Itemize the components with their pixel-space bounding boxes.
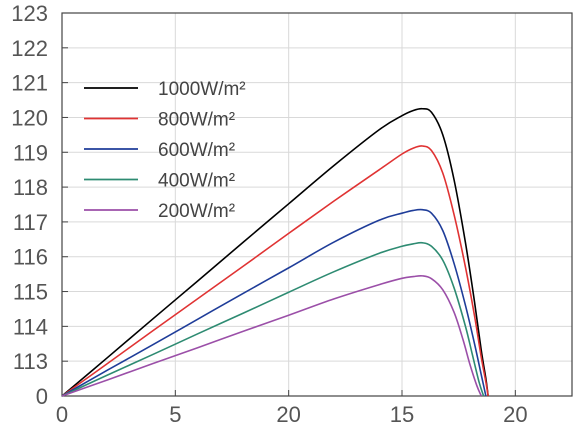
y-tick-label: 117 — [13, 210, 48, 235]
grid — [62, 13, 572, 396]
y-tick-labels: 0 113 114 115 116 117 118 119 120 121 122 123 — [11, 1, 48, 409]
series-line-3 — [61, 241, 485, 397]
series-line-1 — [61, 145, 489, 397]
series-line-0 — [61, 107, 489, 397]
x-tick-labels: 0 5 20 15 20 — [56, 402, 528, 427]
x-tick-label: 20 — [276, 402, 300, 427]
plot-frame — [61, 12, 573, 397]
legend-label-1: 800W/m² — [158, 110, 235, 131]
legend-label-2: 600W/m² — [158, 140, 235, 161]
legend-label-3: 400W/m² — [158, 171, 235, 192]
y-tick-label: 122 — [11, 36, 48, 61]
y-tick-label: 118 — [13, 175, 48, 200]
x-tick-label: 20 — [503, 402, 527, 427]
y-tick-label: 114 — [13, 314, 48, 339]
x-tick-label: 0 — [56, 402, 68, 427]
legend-label-4: 200W/m² — [158, 201, 235, 222]
y-tick-label: 123 — [11, 1, 48, 26]
legend: 1000W/m² 800W/m² 600W/m² 400W/m² 200W/m² — [84, 79, 246, 222]
x-tick-label: 15 — [390, 402, 414, 427]
series-line-2 — [61, 208, 487, 397]
y-tick-label: 113 — [13, 349, 48, 374]
y-tick-label: 115 — [13, 280, 48, 305]
y-tick-label: 116 — [13, 245, 48, 270]
y-tick-label: 0 — [36, 384, 48, 409]
y-tick-label: 119 — [13, 140, 48, 165]
y-tick-marks — [62, 12, 68, 397]
legend-label-0: 1000W/m² — [158, 79, 246, 100]
y-tick-label: 120 — [11, 105, 48, 130]
series-lines — [61, 107, 489, 397]
y-tick-label: 121 — [11, 71, 48, 96]
series-line-4 — [61, 274, 483, 397]
x-tick-label: 5 — [169, 402, 181, 427]
